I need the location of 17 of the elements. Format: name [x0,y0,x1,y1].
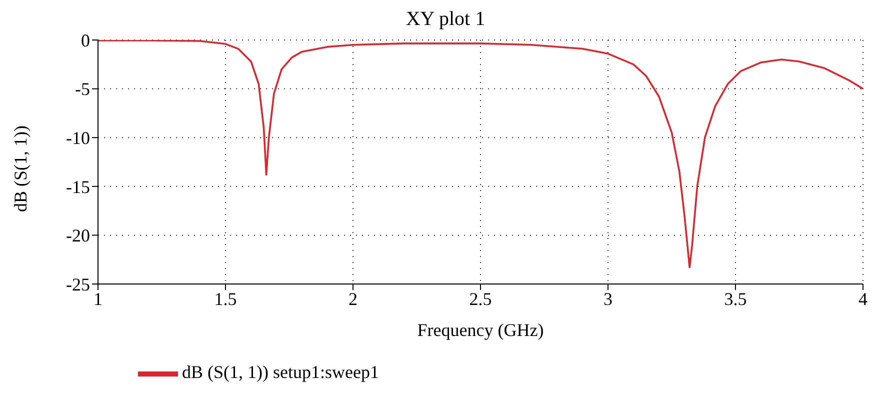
legend-label: dB (S(1, 1)) setup1:sweep1 [182,362,379,382]
y-tick-label: -20 [66,226,90,246]
x-tick-label: 1 [94,288,102,309]
y-tick-label: 0 [81,30,90,50]
y-tick-label: -25 [66,274,90,294]
x-tick-label: 3 [604,288,612,309]
chart-title: XY plot 1 [404,8,486,31]
y-axis-title: dB (S(1, 1)) [10,126,30,212]
y-tick-label: -15 [66,176,90,197]
x-tick-label: 2.5 [469,288,492,309]
x-tick-label: 4 [858,288,868,309]
x-tick-label: 1.5 [214,288,237,309]
x-axis-title: Frequency (GHz) [417,320,544,340]
y-tick-label: -10 [66,128,90,148]
x-tick-label: 2 [348,288,358,309]
y-tick-label: -5 [75,79,90,100]
x-tick-label: 3.5 [724,288,747,309]
